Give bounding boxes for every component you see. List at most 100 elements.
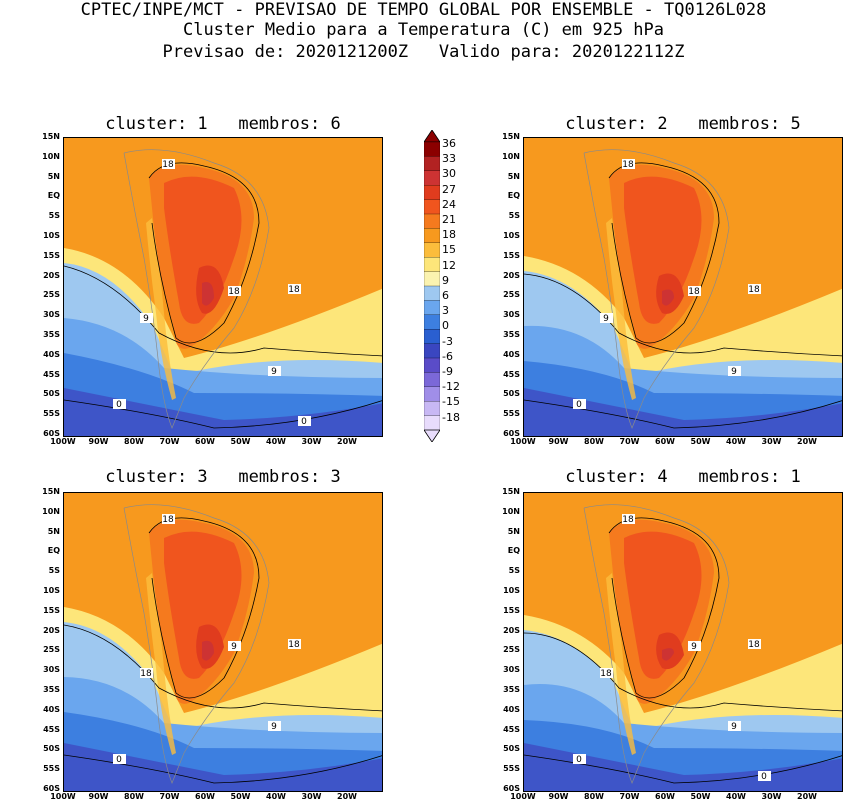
- lat-tick-label: 5S: [48, 566, 60, 576]
- contour-label: 18: [688, 287, 700, 297]
- temp-region-30-33: [202, 282, 214, 306]
- lat-tick-label: 30S: [503, 310, 520, 320]
- lat-tick-label: 40S: [503, 349, 520, 359]
- colorbar-level-label: 12: [442, 258, 456, 272]
- lat-tick-label: 55S: [503, 409, 520, 419]
- colorbar-swatch: [423, 357, 441, 374]
- lon-tick-label: 20W: [797, 437, 817, 446]
- lat-tick-label: 35S: [43, 330, 60, 339]
- contour-label-bg: [600, 668, 613, 678]
- lat-tick-label: 25S: [43, 290, 60, 300]
- contour-label: 18: [748, 285, 760, 295]
- lat-tick-label: 5N: [47, 171, 60, 181]
- lon-tick-label: 80W: [584, 792, 604, 801]
- lat-tick-label: 50S: [43, 389, 60, 399]
- colorbar-level-label: 36: [442, 137, 456, 150]
- lon-tick-label: 70W: [159, 792, 180, 801]
- lat-tick-label: 10N: [502, 506, 520, 516]
- coastline: [583, 149, 730, 429]
- colorbar-swatch: [423, 271, 441, 287]
- colorbar-swatch: [423, 415, 441, 431]
- lat-tick-label: EQ: [47, 191, 60, 201]
- lon-tick-label: 20W: [337, 437, 357, 446]
- header-line-1: CPTEC/INPE/MCT - PREVISAO DE TEMPO GLOBA…: [80, 0, 767, 20]
- contour-label-bg: [748, 639, 761, 649]
- contour-label: 9: [731, 722, 737, 732]
- lon-tick-label: 30W: [761, 437, 782, 446]
- colorbar-swatch: [423, 199, 441, 215]
- colorbar-swatch: [423, 314, 441, 330]
- lat-tick-label: 50S: [503, 744, 520, 754]
- panel-2-title: cluster: 2 membros: 5: [565, 114, 801, 134]
- lat-tick-label: 15N: [502, 487, 520, 496]
- lon-tick-label: 50W: [690, 792, 711, 801]
- lat-tick-label: 30S: [43, 310, 60, 320]
- contour-label-bg: [288, 284, 301, 294]
- lat-tick-label: 35S: [503, 330, 520, 339]
- colorbar-swatch: [423, 343, 441, 359]
- contour-label: 18: [748, 640, 760, 650]
- contour-line-9: [64, 624, 382, 712]
- temp-region-30-33: [662, 289, 674, 306]
- lon-tick-label: 80W: [124, 437, 144, 446]
- coastline: [123, 149, 270, 429]
- colorbar-level-label: -15: [442, 395, 460, 409]
- lat-tick-label: 30S: [503, 665, 520, 675]
- lon-tick-label: 50W: [690, 437, 711, 446]
- contour-label: 0: [301, 417, 307, 427]
- colorbar-level-label: 30: [442, 167, 456, 181]
- lat-tick-label: 15S: [43, 605, 60, 615]
- contour-label-bg: [622, 514, 635, 524]
- lat-tick-label: 10S: [503, 586, 520, 595]
- contour-label: 18: [162, 515, 174, 525]
- contour-label-bg: [228, 286, 241, 296]
- contour-label: 9: [731, 367, 737, 377]
- contour-label: 0: [576, 755, 582, 765]
- colorbar-level-label: 18: [442, 228, 456, 242]
- contour-label: 9: [603, 314, 609, 324]
- temp-region-30-33: [202, 640, 214, 661]
- lat-tick-label: EQ: [47, 546, 60, 556]
- lon-tick-label: 40W: [266, 437, 286, 446]
- lat-tick-label: 5S: [508, 566, 520, 576]
- andes-cool-strip: [146, 573, 176, 755]
- colorbar-level-label: 0: [442, 319, 449, 333]
- panel-3-title: cluster: 3 membros: 3: [105, 467, 341, 487]
- contour-label: 9: [271, 367, 277, 377]
- lat-tick-label: 35S: [43, 685, 60, 694]
- contour-label: 9: [143, 314, 149, 324]
- contour-label-bg: [688, 641, 701, 651]
- andes-cool-strip: [606, 218, 636, 400]
- colorbar-level-label: 3: [442, 304, 449, 318]
- contour-label: 9: [271, 722, 277, 732]
- contour-label: 9: [231, 642, 237, 652]
- colorbar-swatch: [423, 170, 441, 186]
- lat-tick-label: 15N: [42, 487, 60, 496]
- contour-line-9: [64, 265, 382, 357]
- lat-tick-label: 20S: [503, 625, 520, 635]
- lon-tick-label: 40W: [726, 437, 746, 446]
- lat-tick-label: 10N: [42, 151, 60, 161]
- colorbar-swatch: [423, 228, 441, 244]
- contour-label: 18: [600, 669, 612, 679]
- colorbar-level-label: -9: [442, 365, 453, 378]
- colorbar-top-arrow: [423, 129, 441, 143]
- lat-tick-label: 45S: [503, 724, 520, 734]
- contour-label: 18: [162, 160, 174, 170]
- lat-tick-label: 45S: [43, 724, 60, 734]
- coastline: [583, 504, 730, 784]
- lat-tick-label: 55S: [43, 764, 60, 774]
- lat-tick-label: 50S: [503, 389, 520, 399]
- colorbar-level-label: -6: [442, 349, 453, 363]
- contour-label: 18: [622, 160, 634, 170]
- lon-tick-label: 40W: [726, 792, 746, 801]
- lat-tick-label: 10N: [502, 151, 520, 161]
- lat-tick-label: 5N: [47, 526, 60, 536]
- coastline: [123, 504, 270, 784]
- lat-tick-label: 60S: [43, 429, 60, 438]
- lon-tick-label: 30W: [761, 792, 782, 801]
- map-panel-4: 18 9 18 18 9 0 0: [523, 492, 843, 792]
- lon-tick-label: 80W: [584, 437, 604, 446]
- contour-line-18: [148, 517, 260, 699]
- lon-tick-label: 70W: [159, 437, 180, 446]
